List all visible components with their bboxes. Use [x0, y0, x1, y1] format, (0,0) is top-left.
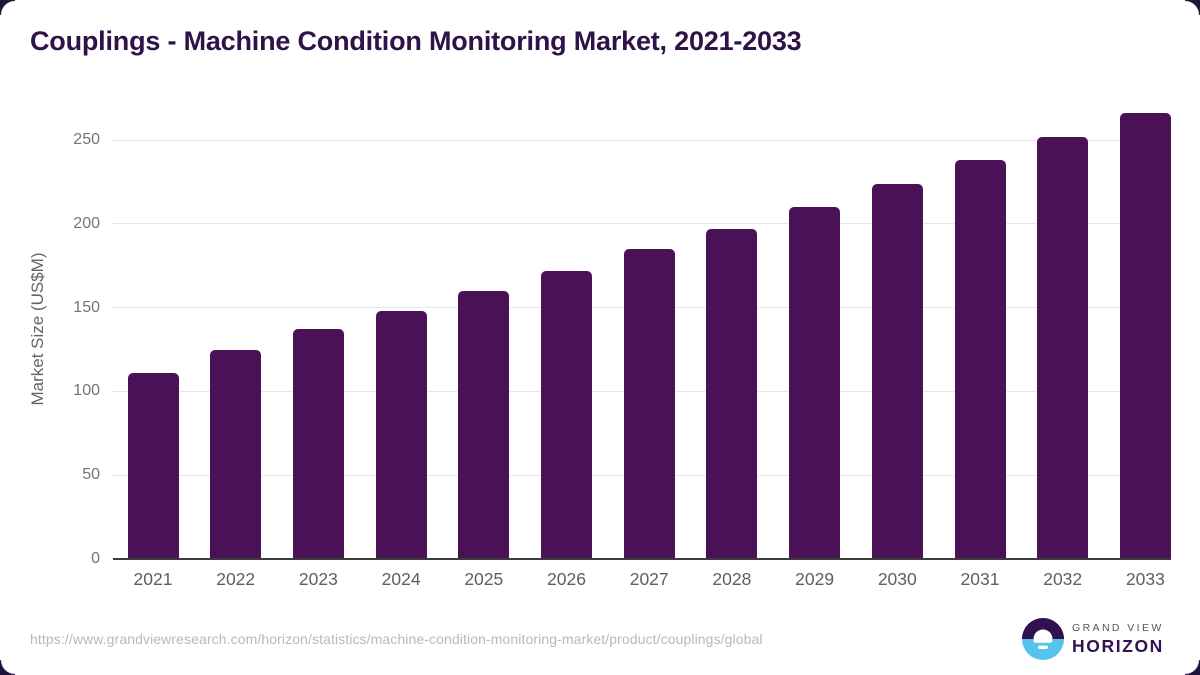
x-tick-label-2023: 2023 — [298, 569, 338, 589]
x-tick-label-2030: 2030 — [877, 569, 917, 589]
rounded-corner-bottom-right — [1185, 660, 1200, 675]
x-tick-label-2027: 2027 — [629, 569, 669, 589]
bar-2031 — [954, 160, 1006, 559]
bar-2032 — [1037, 136, 1089, 559]
bar-2029 — [789, 207, 841, 559]
bar-2033 — [1119, 113, 1171, 559]
rounded-corner-top-right — [1185, 0, 1200, 15]
chart-title: Couplings - Machine Condition Monitoring… — [30, 26, 802, 56]
logo-text-grand-view: GRAND VIEW — [1072, 621, 1164, 634]
bar-2024 — [375, 310, 427, 559]
gridline-250 — [113, 139, 1171, 141]
bar-2026 — [541, 270, 592, 559]
rounded-corner-bottom-left — [0, 660, 15, 675]
x-tick-label-2032: 2032 — [1043, 569, 1083, 589]
bar-2021 — [127, 372, 179, 559]
y-tick-label-100: 100 — [73, 382, 100, 400]
x-tick-label-2021: 2021 — [133, 569, 173, 589]
x-tick-label-2029: 2029 — [795, 569, 835, 589]
bar-2027 — [623, 248, 675, 559]
y-tick-label-150: 150 — [73, 298, 100, 316]
rounded-corner-top-left — [0, 0, 15, 15]
x-tick-label-2031: 2031 — [960, 569, 1000, 589]
bar-2030 — [871, 183, 923, 559]
x-tick-label-2028: 2028 — [712, 569, 752, 589]
grand-view-horizon-logo-icon — [1022, 618, 1064, 660]
x-tick-label-2026: 2026 — [547, 569, 586, 589]
x-tick-label-2025: 2025 — [464, 569, 504, 589]
bar-2025 — [458, 290, 510, 559]
x-tick-label-2022: 2022 — [216, 569, 256, 589]
source-url: https://www.grandviewresearch.com/horizo… — [30, 631, 763, 647]
bar-2023 — [292, 329, 344, 559]
logo-text-horizon: HORIZON — [1072, 635, 1164, 656]
x-axis-line — [113, 558, 1171, 560]
y-tick-label-0: 0 — [91, 550, 100, 567]
y-tick-label-250: 250 — [73, 131, 100, 148]
x-tick-label-2024: 2024 — [381, 569, 421, 589]
bar-2022 — [210, 349, 262, 559]
bar-2028 — [706, 228, 758, 559]
y-tick-label-200: 200 — [73, 214, 100, 232]
brand-logo: GRAND VIEW HORIZON — [1021, 617, 1164, 661]
y-tick-label-50: 50 — [82, 466, 100, 484]
x-tick-label-2033: 2033 — [1125, 569, 1165, 589]
gridline-200 — [113, 223, 1171, 225]
